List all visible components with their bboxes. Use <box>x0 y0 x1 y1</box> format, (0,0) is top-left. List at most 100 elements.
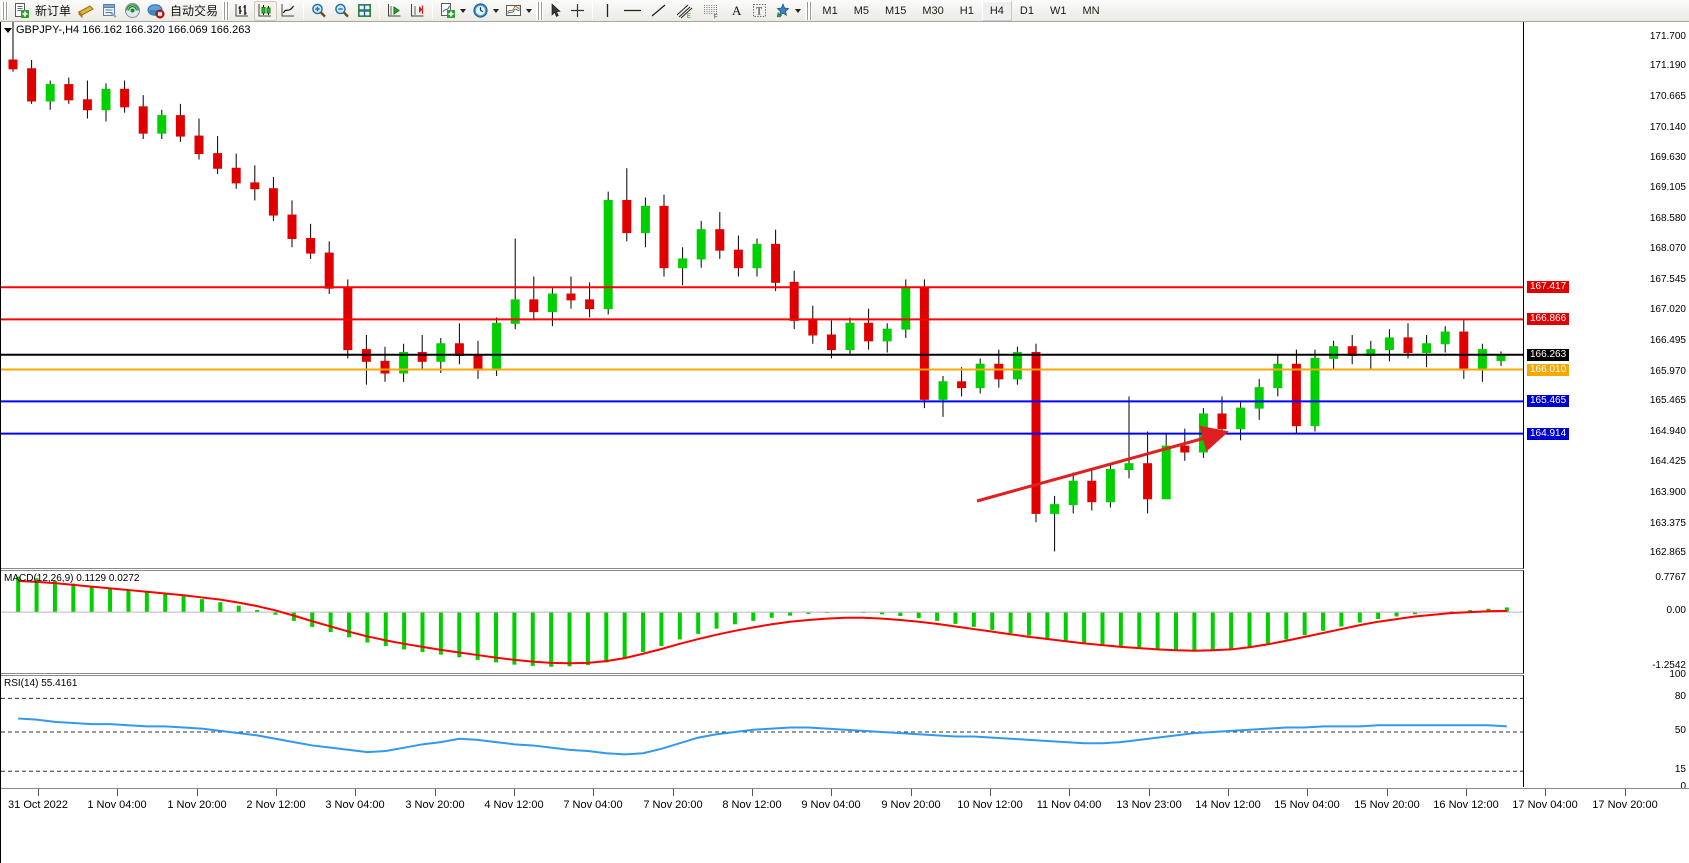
toolbar-separator-2 <box>379 2 381 19</box>
macd-label: MACD(12,26,9) 0.1129 0.0272 <box>4 573 140 584</box>
signals-button[interactable] <box>121 1 144 21</box>
price-tick: 166.495 <box>1649 335 1686 347</box>
auto-scroll-button[interactable] <box>383 1 406 21</box>
last-price-tag[interactable]: 166.263 <box>1527 348 1570 361</box>
uptrend-arrow[interactable] <box>976 425 1229 503</box>
chart-shift-icon <box>409 2 426 19</box>
fibonacci-button[interactable]: F <box>698 1 725 21</box>
time-label: 17 Nov 20:00 <box>1592 799 1658 811</box>
candle <box>1217 396 1227 438</box>
horizontal-line-button[interactable] <box>619 1 646 21</box>
candle <box>1254 378 1264 420</box>
price-tick: 171.700 <box>1649 30 1686 42</box>
auto-trading-button[interactable]: 自动交易 <box>144 1 221 21</box>
macd-pane[interactable]: MACD(12,26,9) 0.1129 0.0272 <box>1 570 1524 674</box>
time-tick <box>673 789 674 796</box>
price-tick: 170.665 <box>1649 91 1686 103</box>
candle <box>8 22 18 72</box>
candle <box>287 200 297 248</box>
chevron-down-icon[interactable] <box>4 27 12 33</box>
toolbar-grip-2[interactable] <box>222 1 230 20</box>
text-button[interactable]: A <box>725 1 748 21</box>
time-label: 3 Nov 04:00 <box>325 799 385 811</box>
resistance-tag-166866[interactable]: 166.866 <box>1527 313 1570 326</box>
time-scale[interactable]: 31 Oct 2022 1 Nov 04:00 1 Nov 20:00 2 Nov 1… <box>1 788 1689 863</box>
time-label: 8 Nov 12:00 <box>722 799 782 811</box>
text-label-button[interactable]: T <box>748 1 771 21</box>
cursor-arrow-icon <box>548 2 563 19</box>
price-scale[interactable]: 171.700 171.190 170.665 170.140 169.630 169.1… <box>1525 22 1689 569</box>
timeframe-h1[interactable]: H1 <box>959 4 974 17</box>
candle <box>380 346 390 382</box>
rsi-canvas <box>1 697 1523 772</box>
resistance-tag-167417[interactable]: 167.417 <box>1527 281 1570 294</box>
chevron-down-icon[interactable] <box>526 8 533 13</box>
vertical-line-button[interactable] <box>596 1 619 21</box>
price-pane[interactable]: GBPJPY-,H4 166.162 166.320 166.069 166.2… <box>1 22 1524 569</box>
timeframe-d1[interactable]: D1 <box>1019 4 1034 17</box>
zoom-out-button[interactable] <box>330 1 353 21</box>
time-tick <box>831 789 832 796</box>
candle <box>1087 469 1097 511</box>
candle <box>547 288 557 327</box>
expert-advisors-button[interactable] <box>74 1 98 21</box>
pivot-tag-166010[interactable]: 166.010 <box>1527 363 1570 376</box>
toolbar-grip-4[interactable] <box>805 1 813 20</box>
timeframe-m5[interactable]: M5 <box>853 4 869 17</box>
vertical-line-icon <box>599 2 616 19</box>
timeframe-m30[interactable]: M30 <box>922 4 944 17</box>
rsi-tick: 80 <box>1674 691 1686 703</box>
indicators-button[interactable] <box>436 1 469 21</box>
tile-windows-button[interactable] <box>353 1 376 21</box>
periods-button[interactable] <box>469 1 502 21</box>
timeframe-m1[interactable]: M1 <box>822 4 838 17</box>
data-window-button[interactable] <box>98 1 121 21</box>
toolbar-grip-3[interactable] <box>536 1 544 20</box>
timeframe-h4[interactable]: H4 <box>981 0 1012 21</box>
macd-canvas <box>1 576 1523 667</box>
trendline-icon <box>649 2 668 19</box>
chevron-down-icon[interactable] <box>493 8 500 13</box>
timeframe-m15[interactable]: M15 <box>884 4 907 17</box>
shapes-button[interactable] <box>771 1 804 21</box>
macd-scale[interactable]: 0.7767 0.00 -1.2542 <box>1525 570 1689 674</box>
candle <box>138 95 148 140</box>
macd-signal-line <box>18 579 1507 665</box>
candlestick-chart-button[interactable] <box>254 0 278 21</box>
toolbar-grip-1[interactable] <box>1 1 8 20</box>
candle <box>752 238 762 277</box>
templates-button[interactable] <box>502 1 535 21</box>
candle <box>1403 323 1413 359</box>
chevron-down-icon[interactable] <box>795 8 802 13</box>
equidistant-channel-button[interactable]: E <box>671 1 698 21</box>
zoom-in-button[interactable] <box>307 1 330 21</box>
price-tick: 164.425 <box>1649 456 1686 468</box>
candle <box>324 241 334 295</box>
chevron-down-icon[interactable] <box>460 8 467 13</box>
candle <box>864 308 874 350</box>
candle <box>361 334 371 385</box>
timeframe-w1[interactable]: W1 <box>1049 4 1067 17</box>
trendline-button[interactable] <box>646 1 671 21</box>
new-order-button[interactable]: 新订单 <box>10 1 74 21</box>
cursor-button[interactable] <box>545 1 566 21</box>
chart-shift-button[interactable] <box>406 1 429 21</box>
macd-tick: -1.2542 <box>1652 659 1686 671</box>
rsi-pane[interactable]: RSI(14) 55.4161 <box>1 675 1524 787</box>
time-tick <box>1149 789 1150 796</box>
candle <box>640 197 650 248</box>
candle <box>1273 355 1283 397</box>
support-tag-164914[interactable]: 164.914 <box>1527 427 1570 440</box>
candle <box>120 80 130 113</box>
bar-chart-button[interactable] <box>231 1 254 21</box>
main-toolbar: 新订单 <box>0 0 1689 22</box>
symbol-ohlc-text: GBPJPY-,H4 166.162 166.320 166.069 166.2… <box>16 24 251 36</box>
crosshair-button[interactable] <box>566 1 589 21</box>
price-tick: 164.940 <box>1649 426 1686 438</box>
line-chart-button[interactable] <box>277 1 300 21</box>
support-tag-165465[interactable]: 165.465 <box>1527 395 1570 408</box>
candle <box>213 136 223 175</box>
rsi-scale[interactable]: 100 80 50 15 0 <box>1525 670 1689 792</box>
timeframe-mn[interactable]: MN <box>1082 4 1100 17</box>
chart-window[interactable]: GBPJPY-,H4 166.162 166.320 166.069 166.2… <box>0 22 1689 863</box>
